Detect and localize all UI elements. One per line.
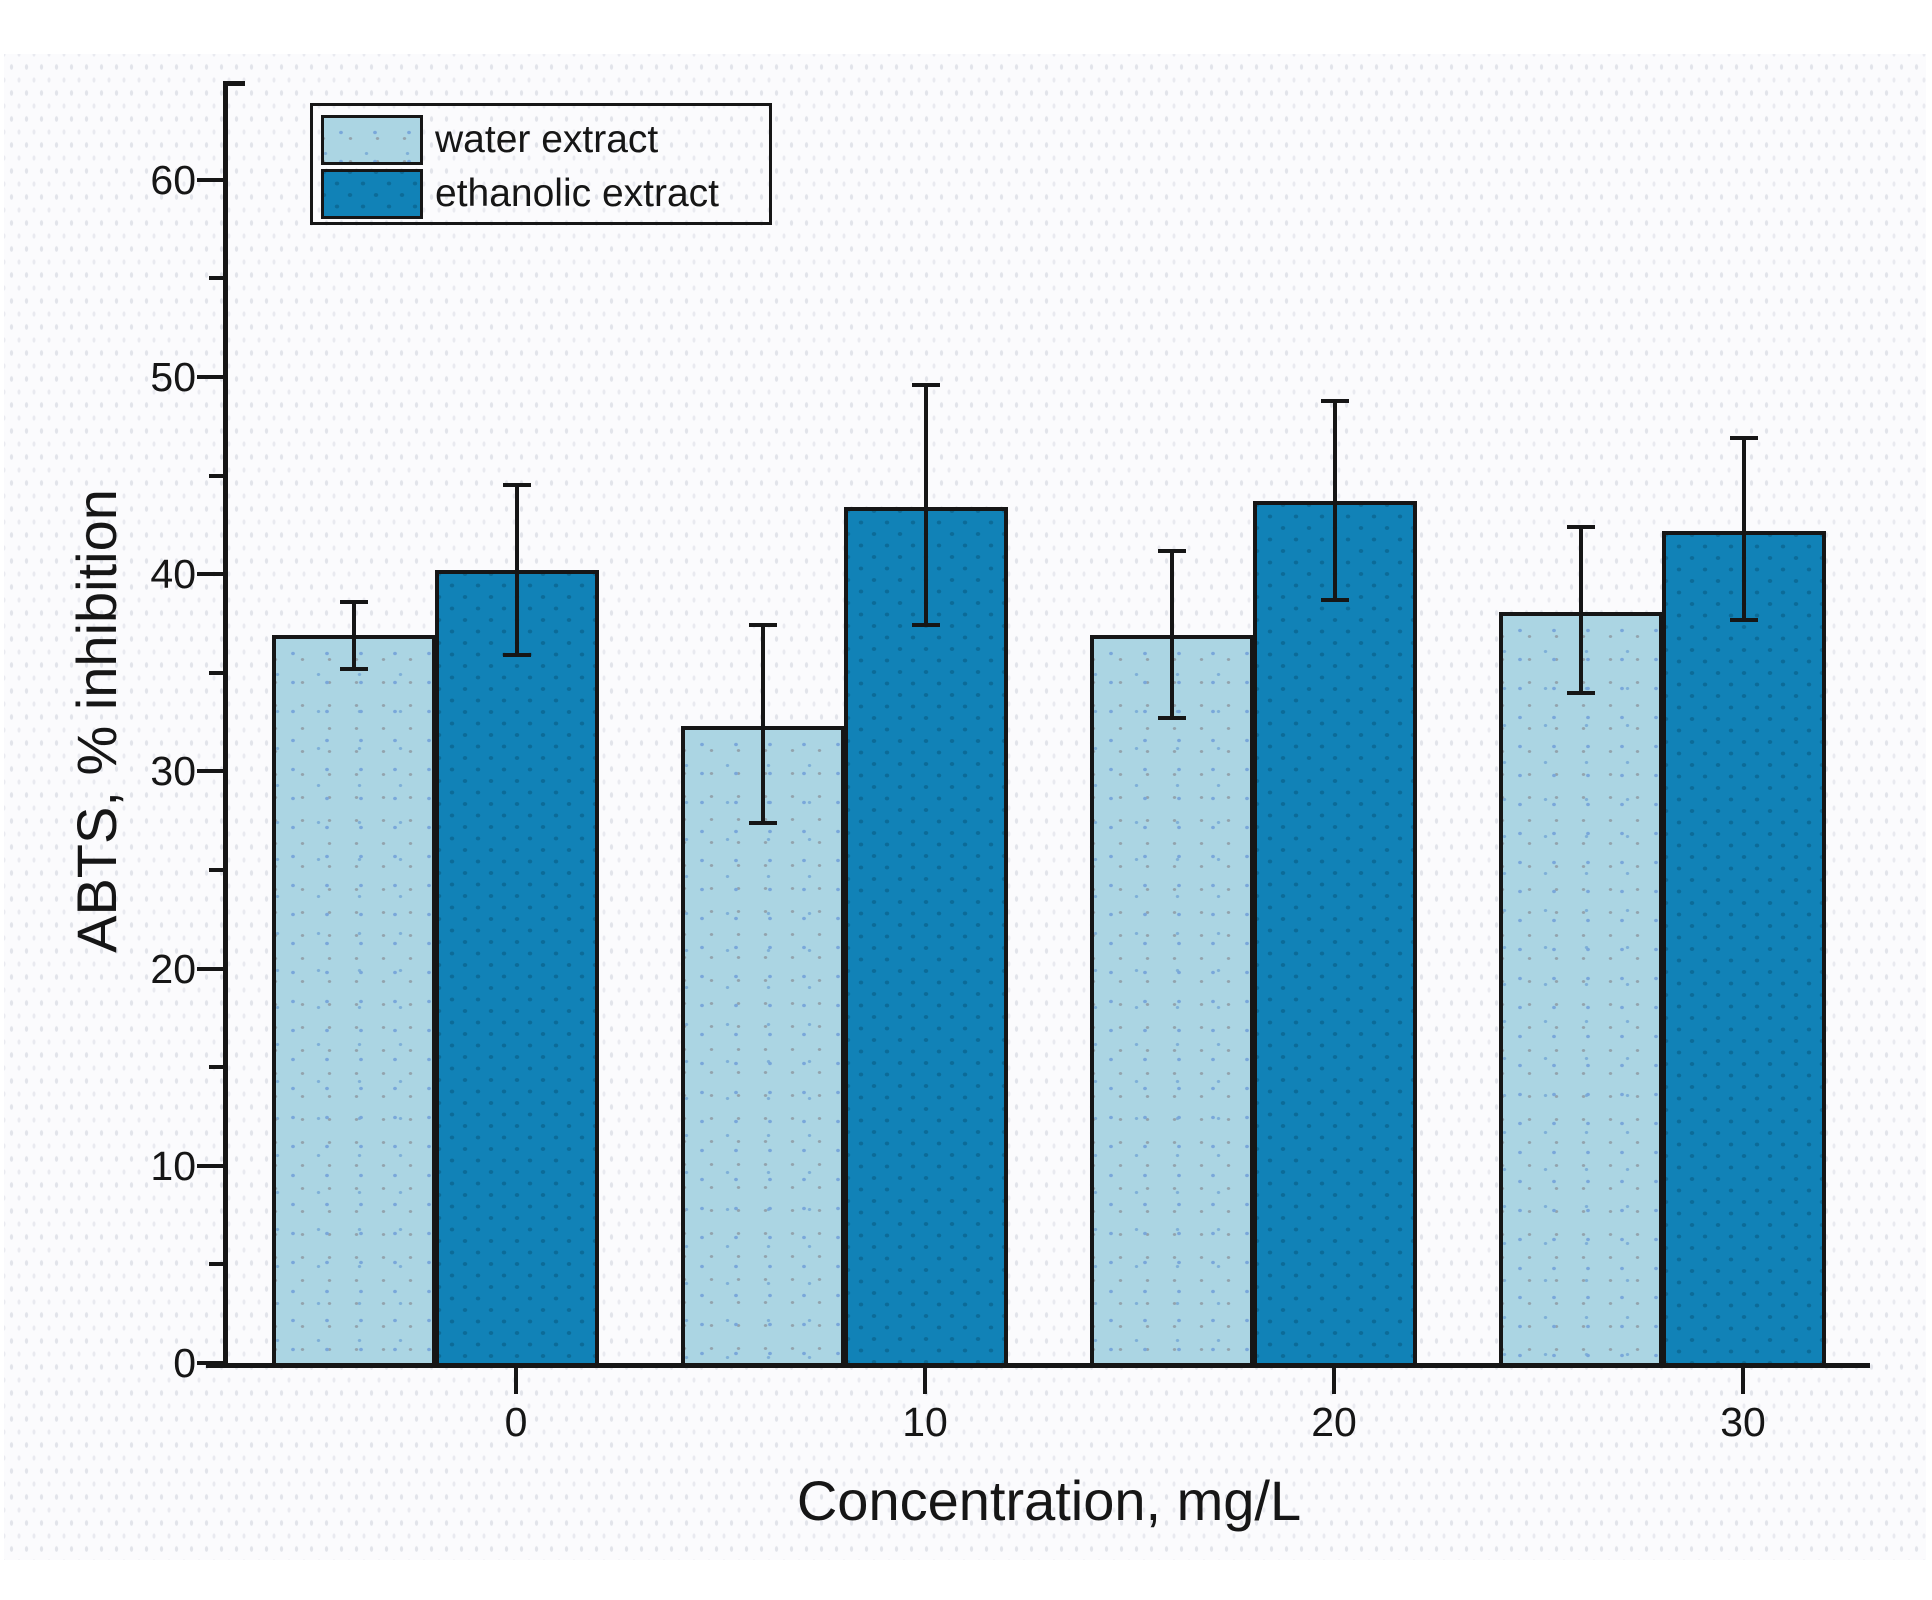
y-axis-end-cap (223, 81, 245, 87)
bar-ethanolic-extract-0 (435, 570, 599, 1367)
legend-swatch-ethanolic-extract (321, 169, 423, 219)
legend-label-ethanolic-extract: ethanolic extract (435, 172, 719, 215)
x-tick-label-10: 10 (902, 1399, 948, 1445)
y-tick-label-50: 50 (150, 354, 196, 400)
bar-water-extract-10 (681, 726, 845, 1367)
error-cap-top (503, 483, 531, 488)
y-tick-label-40: 40 (150, 551, 196, 598)
y-major-tick (197, 1361, 223, 1365)
y-minor-tick (209, 473, 223, 478)
error-bar-water-extract-30 (1579, 526, 1583, 693)
error-bar-ethanolic-extract-30 (1742, 438, 1746, 620)
error-cap-bottom (1321, 597, 1349, 602)
y-minor-tick (209, 276, 223, 281)
legend: water extract ethanolic extract (310, 103, 772, 225)
error-cap-bottom (1567, 690, 1595, 695)
y-tick-label-60: 60 (150, 156, 196, 203)
bar-water-extract-20 (1090, 635, 1254, 1367)
y-minor-tick (209, 868, 223, 872)
error-cap-top (1321, 398, 1349, 403)
error-bar-water-extract-20 (1170, 550, 1174, 719)
y-major-tick (197, 1163, 223, 1168)
y-tick-label-0: 0 (173, 1340, 196, 1386)
error-cap-bottom (1730, 617, 1758, 622)
y-tick-label-10: 10 (150, 1142, 196, 1189)
y-minor-tick (209, 1262, 223, 1267)
y-major-tick (197, 375, 223, 379)
y-major-tick (197, 572, 223, 577)
error-bar-ethanolic-extract-0 (515, 485, 519, 656)
x-tick-label-0: 0 (504, 1399, 528, 1445)
error-bar-water-extract-0 (352, 601, 356, 669)
y-tick-label-30: 30 (150, 748, 196, 795)
y-major-tick (197, 966, 223, 971)
y-major-tick (197, 177, 223, 182)
error-bar-ethanolic-extract-10 (924, 384, 928, 626)
error-cap-bottom (749, 820, 777, 825)
bar-ethanolic-extract-30 (1662, 530, 1826, 1367)
y-minor-tick (209, 670, 223, 675)
y-major-tick (197, 769, 223, 774)
legend-swatch-water-extract (321, 115, 423, 165)
x-tick-label-30: 30 (1720, 1399, 1766, 1445)
x-axis-line (206, 1363, 1870, 1368)
x-tick-30 (1741, 1368, 1745, 1394)
y-axis-line (223, 81, 228, 1368)
y-minor-tick (209, 1065, 223, 1070)
error-bar-ethanolic-extract-20 (1333, 400, 1337, 600)
error-cap-top (749, 623, 777, 628)
error-cap-top (340, 599, 368, 604)
error-cap-top (912, 382, 940, 387)
legend-label-water-extract: water extract (435, 118, 659, 161)
x-tick-0 (514, 1368, 518, 1394)
x-tick-10 (923, 1368, 927, 1394)
error-cap-bottom (503, 653, 531, 658)
bar-ethanolic-extract-10 (844, 507, 1008, 1367)
bar-water-extract-0 (272, 635, 436, 1367)
error-cap-top (1730, 436, 1758, 441)
x-axis-title: Concentration, mg/L (796, 1469, 1302, 1532)
error-cap-top (1567, 524, 1595, 529)
bar-water-extract-30 (1499, 611, 1663, 1367)
error-cap-bottom (340, 666, 368, 671)
error-cap-top (1158, 548, 1186, 553)
error-bar-water-extract-10 (761, 625, 765, 823)
y-tick-label-20: 20 (150, 945, 196, 992)
error-cap-bottom (1158, 716, 1186, 721)
x-tick-label-20: 20 (1311, 1399, 1357, 1445)
bar-ethanolic-extract-20 (1253, 501, 1417, 1367)
error-cap-bottom (912, 623, 940, 628)
x-tick-20 (1332, 1368, 1336, 1394)
